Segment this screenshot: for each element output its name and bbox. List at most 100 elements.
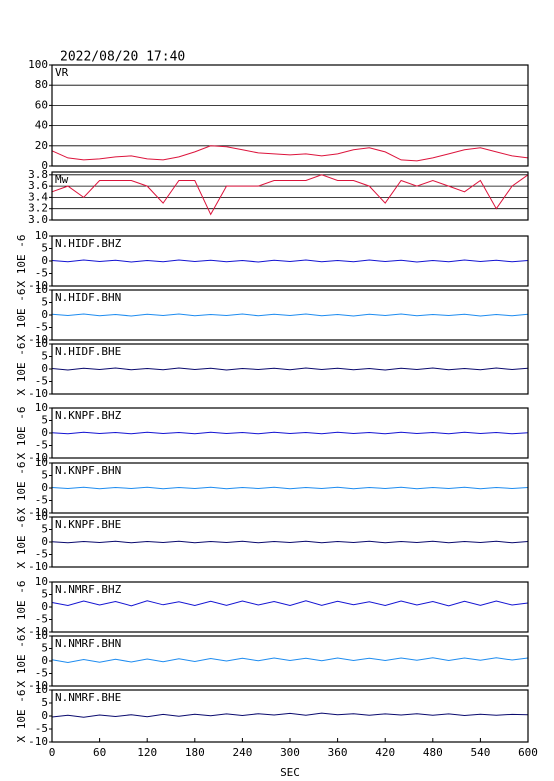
y-tick-label: 5 xyxy=(41,296,48,309)
trace xyxy=(51,259,529,263)
y-axis-label: X 10E -6 xyxy=(15,581,28,634)
y-tick-label: -5 xyxy=(35,494,48,507)
y-tick-label: 60 xyxy=(35,98,48,111)
y-tick-label: 5 xyxy=(41,696,48,709)
y-tick-label: 5 xyxy=(41,588,48,601)
y-tick-label: 10 xyxy=(35,629,48,642)
y-tick-label: 10 xyxy=(35,575,48,588)
y-tick-label: -10 xyxy=(28,560,48,573)
x-tick-label: 480 xyxy=(423,746,443,759)
y-tick-label: -10 xyxy=(28,387,48,400)
x-tick-label: 600 xyxy=(518,746,538,759)
y-tick-label: -5 xyxy=(35,667,48,680)
panel-label: N.HIDF.BHN xyxy=(55,291,121,304)
y-tick-label: -5 xyxy=(35,375,48,388)
y-tick-label: 0 xyxy=(41,654,48,667)
panel-label: N.KNPF.BHZ xyxy=(55,409,122,422)
y-tick-label: 40 xyxy=(35,119,48,132)
panel-frame xyxy=(51,462,529,514)
y-tick-label: 10 xyxy=(35,337,48,350)
trace xyxy=(51,145,529,162)
y-tick-label: 3.2 xyxy=(28,202,48,215)
y-tick-label: -5 xyxy=(35,613,48,626)
y-tick-label: 5 xyxy=(41,350,48,363)
y-tick-label: -5 xyxy=(35,722,48,735)
panel-frame xyxy=(51,289,529,341)
y-axis-label: X 10E -6 xyxy=(15,635,28,688)
panel-label: N.KNPF.BHN xyxy=(55,464,121,477)
trace xyxy=(51,712,529,718)
y-tick-label: 10 xyxy=(35,510,48,523)
y-tick-label: 0 xyxy=(41,254,48,267)
trace xyxy=(51,540,529,544)
panel-label: N.NMRF.BHN xyxy=(55,637,121,650)
y-tick-label: 10 xyxy=(35,401,48,414)
y-tick-label: 3.4 xyxy=(28,190,48,203)
y-axis-label: X 10E -6 xyxy=(15,289,28,342)
y-tick-label: -5 xyxy=(35,267,48,280)
x-tick-label: 120 xyxy=(137,746,157,759)
y-tick-label: -10 xyxy=(28,279,48,292)
x-tick-label: 240 xyxy=(232,746,252,759)
panel-frame xyxy=(51,235,529,287)
y-tick-label: 100 xyxy=(28,58,48,71)
y-tick-label: -10 xyxy=(28,506,48,519)
y-tick-label: 0 xyxy=(41,308,48,321)
y-tick-label: 0 xyxy=(41,426,48,439)
y-tick-label: 10 xyxy=(35,683,48,696)
trace xyxy=(51,486,529,490)
trace xyxy=(51,431,529,435)
panel-label: VR xyxy=(55,66,69,79)
y-tick-label: 10 xyxy=(35,283,48,296)
y-tick-label: 5 xyxy=(41,469,48,482)
y-tick-label: 0 xyxy=(41,481,48,494)
trace xyxy=(51,367,529,371)
y-tick-label: -5 xyxy=(35,548,48,561)
trace xyxy=(51,313,529,317)
chart-title: 2022/08/20 17:40 xyxy=(60,50,185,65)
panel-label: N.HIDF.BHZ xyxy=(55,237,122,250)
panel-frame xyxy=(51,64,529,167)
x-tick-label: 180 xyxy=(185,746,205,759)
x-axis-label: SEC xyxy=(280,766,300,779)
y-tick-label: 5 xyxy=(41,642,48,655)
y-tick-label: -10 xyxy=(28,333,48,346)
panel-label: N.HIDF.BHE xyxy=(55,345,121,358)
y-tick-label: 80 xyxy=(35,78,48,91)
y-tick-label: -5 xyxy=(35,439,48,452)
y-tick-label: 3.8 xyxy=(28,168,48,181)
panel-label: N.NMRF.BHE xyxy=(55,691,121,704)
panel-label: Mw xyxy=(55,173,69,186)
y-tick-label: 0 xyxy=(41,535,48,548)
x-tick-label: 300 xyxy=(280,746,300,759)
x-tick-label: 540 xyxy=(470,746,490,759)
y-tick-label: 5 xyxy=(41,523,48,536)
y-tick-label: 5 xyxy=(41,414,48,427)
panel-frame xyxy=(51,343,529,395)
panel-label: N.KNPF.BHE xyxy=(55,518,121,531)
x-tick-label: 0 xyxy=(49,746,56,759)
y-tick-label: -10 xyxy=(28,735,48,748)
y-axis-label: X 10E -6 xyxy=(15,462,28,515)
y-tick-label: 0 xyxy=(41,362,48,375)
y-tick-label: 5 xyxy=(41,242,48,255)
y-tick-label: 20 xyxy=(35,139,48,152)
panel-label: N.NMRF.BHZ xyxy=(55,583,122,596)
y-axis-label: X 10E -6 xyxy=(15,516,28,569)
trace xyxy=(51,174,529,216)
y-tick-label: 10 xyxy=(35,456,48,469)
y-tick-label: 3.6 xyxy=(28,179,48,192)
x-tick-label: 360 xyxy=(328,746,348,759)
panel-frame xyxy=(51,516,529,568)
y-tick-label: 0 xyxy=(41,600,48,613)
trace xyxy=(51,657,529,664)
y-tick-label: -10 xyxy=(28,679,48,692)
trace xyxy=(51,600,529,607)
x-tick-label: 60 xyxy=(93,746,106,759)
y-tick-label: 0 xyxy=(41,159,48,172)
y-tick-label: 10 xyxy=(35,229,48,242)
y-tick-label: 3.0 xyxy=(28,213,48,226)
panel-frame xyxy=(51,407,529,459)
x-tick-label: 420 xyxy=(375,746,395,759)
